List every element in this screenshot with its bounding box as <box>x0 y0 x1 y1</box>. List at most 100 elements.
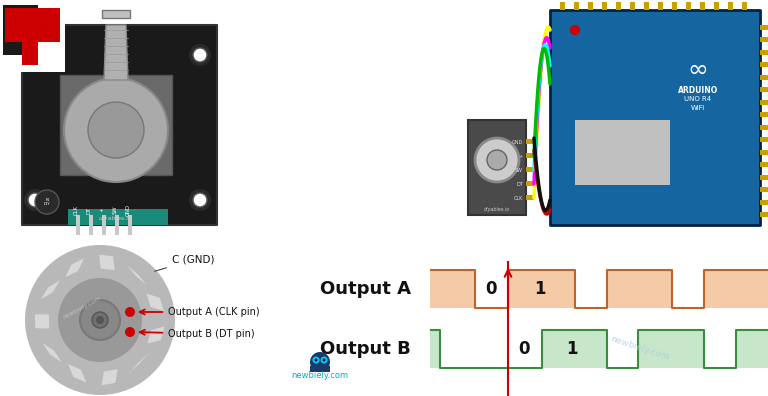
Circle shape <box>25 245 175 395</box>
Bar <box>760 200 768 204</box>
Text: Output B (DT pin): Output B (DT pin) <box>140 329 255 339</box>
Circle shape <box>28 193 42 207</box>
Circle shape <box>570 25 580 35</box>
Text: GND: GND <box>511 139 523 145</box>
Bar <box>574 2 579 10</box>
Polygon shape <box>65 259 84 277</box>
Bar <box>0 0 65 72</box>
Bar <box>638 330 704 368</box>
Text: diyables.io: diyables.io <box>99 215 133 221</box>
Polygon shape <box>5 8 60 65</box>
Circle shape <box>189 44 211 66</box>
Bar <box>560 2 565 10</box>
Text: WiFi: WiFi <box>691 105 705 111</box>
Bar <box>550 10 760 225</box>
Text: newbiely.com: newbiely.com <box>62 296 102 320</box>
Circle shape <box>125 327 135 337</box>
Bar <box>760 99 768 105</box>
Bar <box>728 2 733 10</box>
Text: 1: 1 <box>566 340 578 358</box>
Bar <box>760 50 768 55</box>
Polygon shape <box>129 353 149 373</box>
Bar <box>714 2 719 10</box>
Bar <box>760 25 768 29</box>
Circle shape <box>475 138 519 182</box>
Circle shape <box>28 48 42 62</box>
Bar <box>526 167 534 172</box>
Bar <box>468 120 526 215</box>
Circle shape <box>35 190 59 214</box>
Circle shape <box>96 316 104 324</box>
Text: 0: 0 <box>518 340 530 358</box>
Bar <box>76 215 80 235</box>
Bar <box>588 2 593 10</box>
Circle shape <box>315 358 317 362</box>
Bar <box>575 120 670 185</box>
Circle shape <box>189 189 211 211</box>
Bar <box>760 37 768 42</box>
Bar <box>508 270 575 308</box>
Text: GND: GND <box>125 204 131 216</box>
Text: CLK: CLK <box>74 205 78 215</box>
Bar <box>0 0 230 230</box>
Circle shape <box>310 352 330 372</box>
Bar <box>60 75 172 175</box>
Bar <box>430 330 440 368</box>
Bar <box>760 62 768 67</box>
Bar <box>115 215 119 235</box>
Text: CLK: CLK <box>514 196 523 200</box>
Bar <box>526 139 534 144</box>
Polygon shape <box>35 314 49 329</box>
Bar <box>526 181 534 186</box>
Bar <box>760 124 768 129</box>
Bar <box>102 10 130 18</box>
Text: newbiely.com: newbiely.com <box>291 371 349 381</box>
Polygon shape <box>147 293 164 311</box>
Text: UNO R4: UNO R4 <box>684 96 712 102</box>
Bar <box>430 270 475 308</box>
Circle shape <box>193 193 207 207</box>
Bar <box>644 2 649 10</box>
Text: +: + <box>100 208 104 212</box>
Bar <box>658 2 663 10</box>
Bar <box>760 212 768 217</box>
Polygon shape <box>99 255 114 270</box>
Circle shape <box>193 48 207 62</box>
Bar <box>616 2 621 10</box>
Polygon shape <box>42 343 61 362</box>
Bar <box>760 137 768 142</box>
Text: SW: SW <box>515 168 523 173</box>
Bar <box>602 2 607 10</box>
Circle shape <box>88 102 144 158</box>
Text: Output B: Output B <box>320 340 411 358</box>
Circle shape <box>24 189 46 211</box>
Text: Output A: Output A <box>320 280 411 298</box>
Text: +: + <box>519 154 523 158</box>
Circle shape <box>64 78 168 182</box>
Circle shape <box>80 300 120 340</box>
Circle shape <box>24 44 46 66</box>
Bar <box>760 175 768 179</box>
Polygon shape <box>104 25 128 80</box>
Text: N
DIY: N DIY <box>44 198 51 206</box>
Text: ∞: ∞ <box>687 58 708 82</box>
Bar <box>672 2 677 10</box>
Circle shape <box>58 278 142 362</box>
Bar <box>22 25 217 225</box>
Polygon shape <box>101 369 118 385</box>
Bar <box>89 215 93 235</box>
Text: DT: DT <box>516 181 523 187</box>
Circle shape <box>125 307 135 317</box>
Circle shape <box>313 356 319 364</box>
Bar <box>128 215 132 235</box>
Text: Output A (CLK pin): Output A (CLK pin) <box>140 307 260 317</box>
Bar <box>542 330 607 368</box>
Text: diyables.io: diyables.io <box>484 206 510 211</box>
Text: C (GND): C (GND) <box>154 255 214 271</box>
Circle shape <box>323 358 326 362</box>
Bar <box>760 112 768 117</box>
Polygon shape <box>68 364 86 383</box>
Text: newbiely.com: newbiely.com <box>609 334 670 362</box>
Bar <box>760 162 768 167</box>
Bar <box>760 150 768 154</box>
